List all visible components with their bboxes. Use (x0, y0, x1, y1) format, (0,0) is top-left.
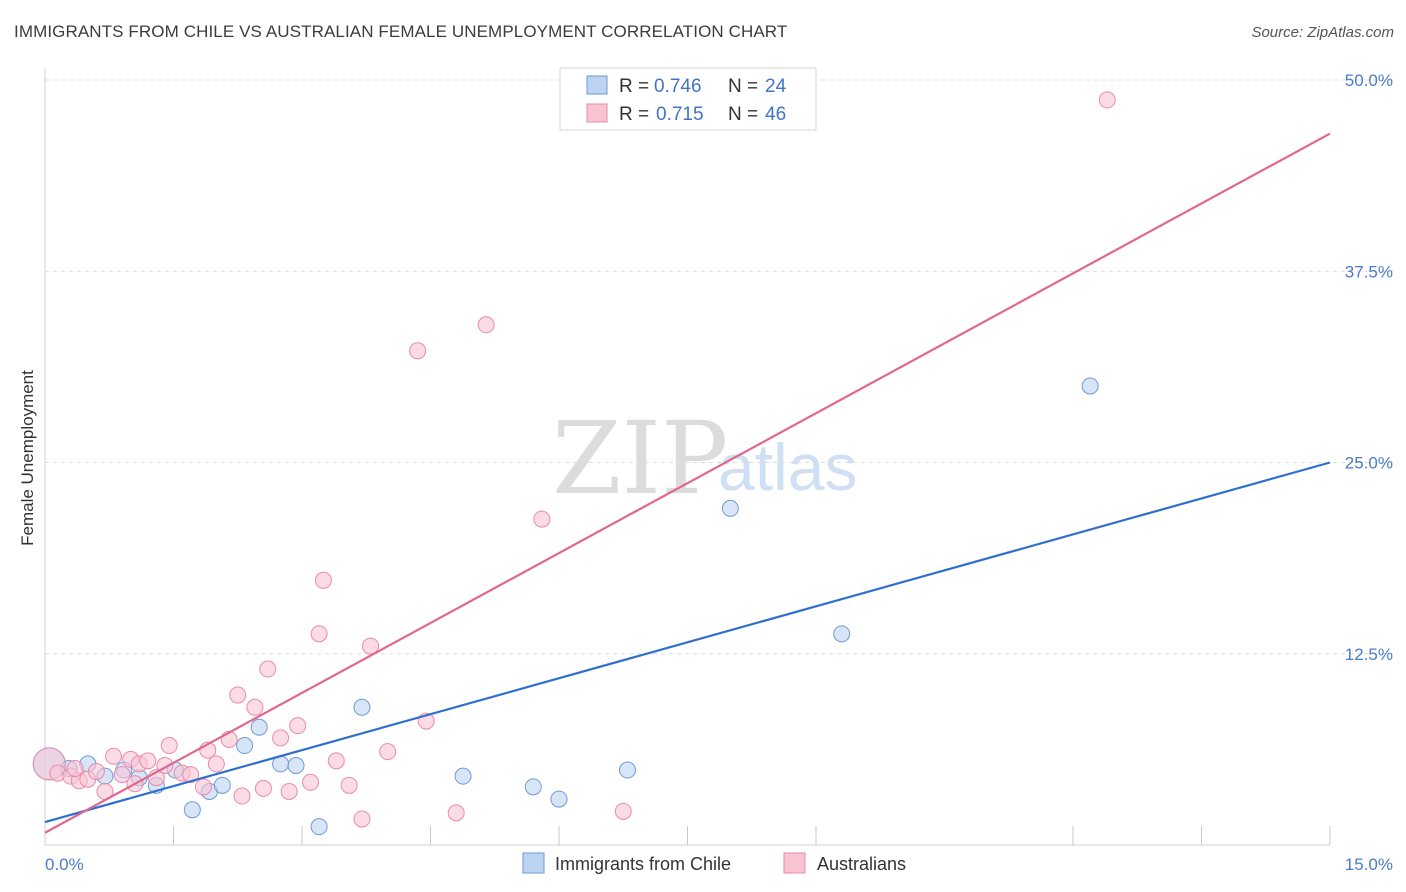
legend-n-label-pink: N = (728, 104, 758, 125)
chile-point-12 (250, 718, 268, 736)
chile-point-23 (1081, 377, 1099, 395)
legend-r-value-blue: 0.746 (654, 76, 702, 97)
australians-point-7 (105, 747, 123, 765)
australians-point-20 (220, 730, 238, 748)
chile-point-16 (353, 698, 371, 716)
australians-point-19 (207, 755, 225, 773)
chile-point-11 (236, 737, 254, 755)
legend-r-value-pink: 0.715 (656, 104, 704, 125)
y-tick-label-2: 37.5% (1345, 262, 1393, 281)
series-legend-label-blue: Immigrants from Chile (555, 854, 731, 874)
watermark-atlas: atlas (718, 430, 857, 504)
y-tick-label-0: 12.5% (1345, 645, 1393, 664)
grid (45, 79, 1395, 655)
x-tick-label-0: 0.0% (45, 855, 84, 874)
source-credit: Source: ZipAtlas.com (1251, 24, 1394, 41)
australians-point-25 (259, 660, 277, 678)
series-legend-swatch-pink (783, 852, 806, 874)
stats-legend: R = 0.746 N = 24 R = 0.715 N = 46 (559, 67, 817, 131)
chile-trend-line (44, 461, 1331, 824)
australians-point-22 (233, 787, 251, 805)
australians-point-29 (302, 773, 320, 791)
chile-point-22 (833, 625, 851, 643)
australians-point-30 (310, 625, 328, 643)
legend-n-value-pink: 46 (765, 104, 786, 125)
australians-point-44 (66, 760, 84, 777)
y-tick-labels: 12.5% 25.0% 37.5% 50.0% (1345, 71, 1393, 664)
legend-n-label-blue: N = (728, 76, 758, 97)
australians-point-23 (246, 698, 264, 716)
legend-swatch-blue (586, 75, 608, 95)
australians-point-34 (353, 810, 371, 828)
chile-point-18 (524, 778, 542, 796)
axes (44, 68, 1331, 846)
australians-point-24 (254, 779, 272, 797)
y-tick-label-1: 25.0% (1345, 454, 1393, 473)
australians-point-11 (139, 752, 157, 770)
chile-point-15 (310, 818, 328, 836)
legend-r-label-pink: R = (619, 104, 649, 125)
legend-swatch-pink (586, 103, 608, 123)
legend-n-value-blue: 24 (765, 76, 787, 97)
australians-point-31 (314, 571, 332, 589)
legend-r-label-blue: R = (619, 76, 649, 97)
australians-point-36 (379, 743, 397, 761)
australians-point-27 (280, 782, 298, 800)
chile-point-19 (550, 790, 568, 808)
australians-point-8 (113, 766, 131, 784)
chile-point-17 (454, 767, 472, 785)
australians-point-40 (477, 316, 495, 334)
australians-trend-line (44, 132, 1331, 834)
australians-point-5 (87, 763, 105, 781)
australians-point-41 (533, 510, 551, 528)
y-tick-label-3: 50.0% (1345, 71, 1393, 90)
australians-point-26 (272, 729, 290, 747)
data-points (32, 91, 1116, 836)
y-axis-label: Female Unemployment (18, 370, 37, 546)
series-legend-swatch-blue (522, 852, 545, 874)
australians-point-39 (447, 804, 465, 822)
australians-point-14 (160, 737, 178, 755)
australians-point-33 (340, 776, 358, 794)
series-legend: Immigrants from Chile Australians (522, 852, 906, 874)
australians-point-32 (327, 752, 345, 770)
australians-point-17 (194, 778, 212, 796)
watermark-zip: ZIP (552, 400, 728, 517)
chile-point-21 (721, 499, 739, 517)
x-tick-labels: 0.0% 15.0% (45, 855, 1393, 874)
chile-point-20 (619, 761, 637, 779)
series-legend-label-pink: Australians (817, 854, 906, 874)
australians-point-35 (362, 637, 380, 655)
chile-point-8 (183, 801, 201, 819)
x-tick-label-1: 15.0% (1345, 855, 1393, 874)
australians-point-21 (229, 686, 247, 704)
australians-point-43 (1098, 91, 1116, 109)
australians-point-16 (182, 766, 200, 784)
australians-point-42 (614, 802, 632, 820)
chart-title: IMMIGRANTS FROM CHILE VS AUSTRALIAN FEMA… (14, 22, 788, 41)
chile-point-10 (213, 776, 231, 794)
australians-point-37 (409, 342, 427, 360)
chile-point-14 (287, 756, 305, 774)
australians-point-28 (289, 717, 307, 735)
trend-lines (44, 132, 1331, 834)
